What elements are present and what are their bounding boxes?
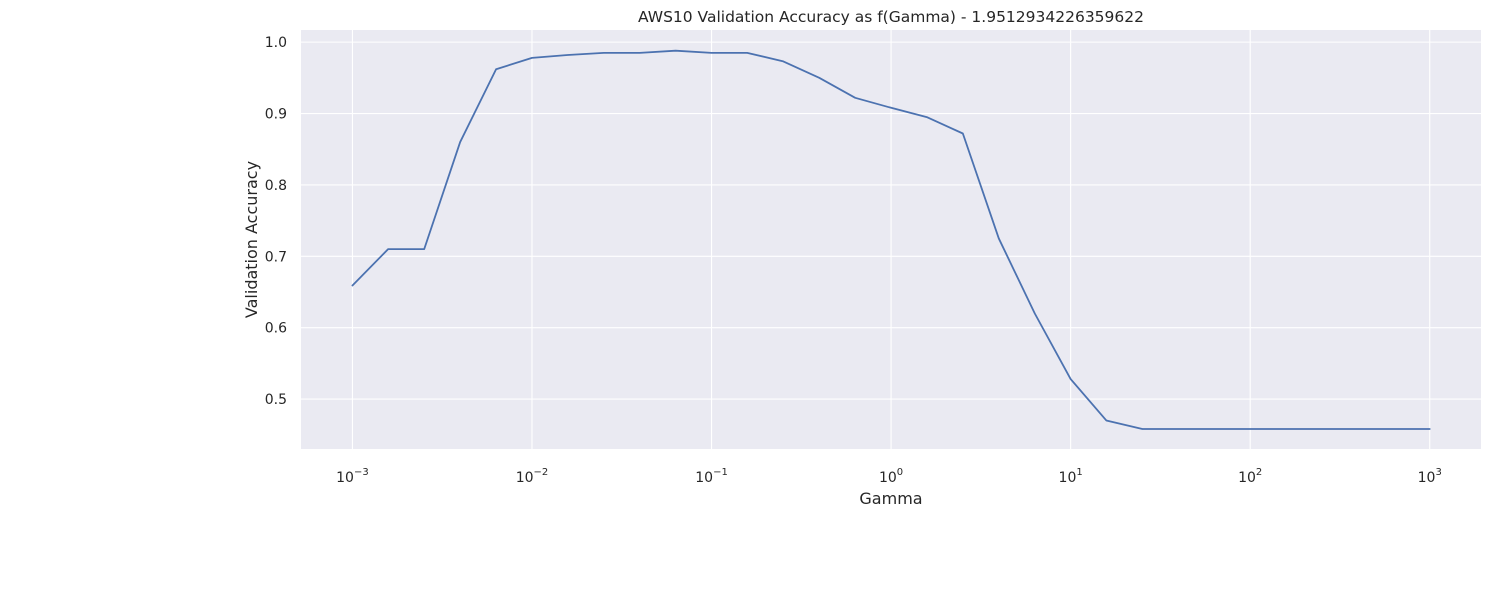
y-tick-label: 0.9: [265, 107, 287, 123]
x-tick-labels: 10−3 10−2 10−1 100 101 102 103: [336, 467, 1442, 486]
x-tick-label: 103: [1418, 467, 1442, 486]
y-axis-title: Validation Accuracy: [242, 161, 261, 318]
y-tick-label: 0.8: [265, 178, 287, 194]
y-tick-label: 0.5: [265, 392, 287, 408]
x-tick-label: 10−1: [695, 467, 728, 486]
y-gridlines: [301, 41, 1481, 400]
y-tick-label: 0.6: [265, 321, 287, 337]
x-tick-label: 100: [879, 467, 903, 486]
y-tick-label: 0.7: [265, 249, 287, 265]
y-tick-label: 1.0: [265, 35, 287, 51]
x-axis-title: Gamma: [859, 489, 922, 508]
x-tick-label: 10−3: [336, 467, 369, 486]
x-gridlines: [351, 30, 1431, 449]
x-tick-label: 10−2: [516, 467, 549, 486]
series-line: [351, 49, 1431, 430]
chart-title: AWS10 Validation Accuracy as f(Gamma) - …: [638, 8, 1144, 26]
x-tick-label: 102: [1238, 467, 1262, 486]
x-tick-label: 101: [1059, 467, 1083, 486]
y-tick-labels: 0.5 0.6 0.7 0.8 0.9 1.0: [265, 35, 287, 408]
